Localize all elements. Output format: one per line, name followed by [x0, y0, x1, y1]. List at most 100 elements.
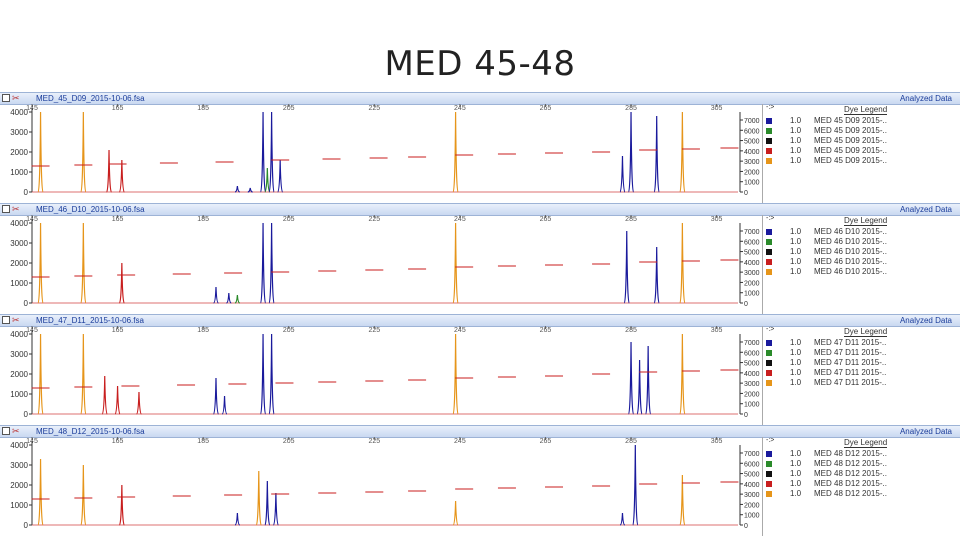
size-tick-label: 3000: [744, 270, 760, 277]
dye-swatch: [766, 461, 772, 467]
size-tick-label: 6000: [744, 350, 760, 357]
sample-file-name: MED_45_D09_2015-10-06.fsa: [36, 94, 145, 103]
dye-weight: 1.0: [790, 116, 802, 125]
sample-file-icon: ✂: [12, 315, 20, 325]
y-tick-label: 3000: [10, 239, 28, 248]
x-tick-label: 225: [368, 105, 380, 112]
size-tick-label: 5000: [744, 361, 760, 368]
x-tick-label: 265: [540, 438, 552, 445]
peak: [679, 333, 686, 415]
panel-checkbox[interactable]: [2, 205, 10, 213]
peak: [221, 395, 228, 415]
dye-swatch: [766, 229, 772, 235]
size-tick-label: 4000: [744, 482, 760, 489]
peak: [452, 111, 459, 193]
x-tick-label: 145: [26, 105, 38, 112]
y-tick-label: 4000: [10, 108, 28, 117]
slide-title: MED 45-48: [384, 44, 576, 84]
size-tick-label: 2000: [744, 280, 760, 287]
y-tick-label: 4000: [10, 330, 28, 339]
peak: [234, 512, 241, 526]
x-tick-label: 225: [368, 438, 380, 445]
size-tick-label: 7000: [744, 229, 760, 236]
dye-sample-name: MED 48 D12 2015-..: [814, 459, 887, 468]
x-tick-label: 265: [540, 327, 552, 334]
peak: [679, 222, 686, 304]
peak: [619, 155, 626, 193]
x-tick-label: 305: [711, 216, 723, 223]
size-tick-label: 0: [744, 412, 748, 419]
peak: [101, 375, 108, 415]
peak: [234, 294, 240, 304]
size-tick-label: 2000: [744, 391, 760, 398]
dye-swatch: [766, 340, 772, 346]
y-tick-label: 1000: [10, 279, 28, 288]
dye-weight: 1.0: [790, 368, 802, 377]
dye-weight: 1.0: [790, 126, 802, 135]
peak: [37, 333, 44, 415]
size-tick-label: 0: [744, 190, 748, 197]
peak: [37, 458, 44, 526]
panel-checkbox[interactable]: [2, 316, 10, 324]
y-tick-label: 2000: [10, 259, 28, 268]
legend-title: Dye Legend: [844, 216, 888, 226]
peak: [645, 345, 652, 415]
peak: [268, 111, 275, 193]
x-tick-label: 145: [26, 216, 38, 223]
x-tick-label: 285: [625, 105, 637, 112]
dye-swatch: [766, 380, 772, 386]
peak: [632, 444, 639, 526]
legend-separator: [762, 215, 763, 314]
size-tick-label: 7000: [744, 340, 760, 347]
dye-swatch: [766, 138, 772, 144]
x-tick-label: 245: [454, 105, 466, 112]
panel-header: ✂ MED_45_D09_2015-10-06.fsa Analyzed Data: [0, 93, 960, 105]
legend-separator: [762, 437, 763, 536]
analyzed-data-label: Analyzed Data: [899, 427, 952, 436]
size-tick-label: 7000: [744, 451, 760, 458]
panel-checkbox[interactable]: [2, 94, 10, 102]
x-tick-label: 185: [197, 327, 209, 334]
legend-title: Dye Legend: [844, 438, 888, 448]
y-tick-label: 0: [24, 521, 29, 530]
peak: [260, 333, 267, 415]
panel-checkbox[interactable]: [2, 427, 10, 435]
dye-sample-name: MED 45 D09 2015-..: [814, 146, 887, 155]
peak: [452, 500, 459, 526]
dye-weight: 1.0: [790, 358, 802, 367]
x-tick-label: 205: [283, 438, 295, 445]
dye-legend: -:> Dye Legend 1.0 MED 45 D09 2015-.. 1.0 MED…: [762, 104, 954, 184]
peak: [118, 484, 125, 526]
peak: [653, 246, 660, 304]
y-tick-label: 0: [24, 410, 29, 419]
dye-legend: -:> Dye Legend 1.0 MED 48 D12 2015-.. 1.0 MED…: [762, 437, 954, 517]
y-tick-label: 2000: [10, 370, 28, 379]
peak: [260, 111, 267, 193]
x-tick-label: 245: [454, 327, 466, 334]
x-tick-label: 285: [625, 438, 637, 445]
y-tick-label: 3000: [10, 128, 28, 137]
peak: [226, 292, 232, 304]
dye-swatch: [766, 350, 772, 356]
dye-legend: -:> Dye Legend 1.0 MED 47 D11 2015-.. 1.0 MED…: [762, 326, 954, 406]
x-tick-label: 305: [711, 327, 723, 334]
peak: [80, 111, 87, 193]
dye-swatch: [766, 471, 772, 477]
sample-file-icon: ✂: [12, 93, 20, 103]
dye-swatch: [766, 118, 772, 124]
dye-swatch: [766, 451, 772, 457]
x-tick-label: 185: [197, 105, 209, 112]
y-tick-label: 2000: [10, 481, 28, 490]
panel-header: ✂ MED_48_D12_2015-10-06.fsa Analyzed Data: [0, 426, 960, 438]
dye-sample-name: MED 46 D10 2015-..: [814, 237, 887, 246]
x-tick-label: 165: [112, 327, 124, 334]
size-tick-label: 1000: [744, 180, 760, 187]
dye-swatch: [766, 158, 772, 164]
size-tick-label: 3000: [744, 159, 760, 166]
dye-sample-name: MED 48 D12 2015-..: [814, 449, 887, 458]
analyzed-data-label: Analyzed Data: [899, 94, 952, 103]
dye-sample-name: MED 46 D10 2015-..: [814, 267, 887, 276]
